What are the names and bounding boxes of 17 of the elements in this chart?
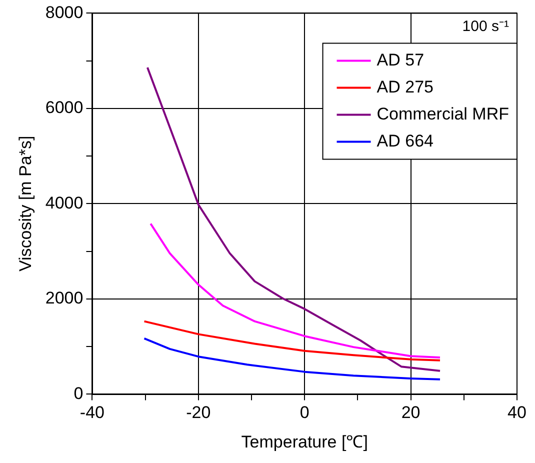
legend-label: AD 664 xyxy=(376,131,434,150)
x-tick-label: 20 xyxy=(401,403,420,422)
y-tick-label: 0 xyxy=(74,384,84,403)
annotation: 100 s⁻¹ xyxy=(462,18,509,35)
y-axis-title: Viscosity [m Pa*s] xyxy=(16,136,35,272)
x-tick-label: -20 xyxy=(186,403,211,422)
y-tick-label: 4000 xyxy=(45,193,84,212)
x-tick-label: 0 xyxy=(300,403,310,422)
legend-label: AD 57 xyxy=(376,50,424,70)
y-tick-label: 6000 xyxy=(45,98,84,118)
y-tick-label: 8000 xyxy=(45,2,84,22)
legend-label: AD 275 xyxy=(376,77,434,96)
x-tick-label: 40 xyxy=(508,403,526,422)
y-tick-label: 2000 xyxy=(45,288,84,308)
legend-label: Commercial MRF xyxy=(376,104,510,124)
x-axis-title: Temperature [℃] xyxy=(241,432,368,452)
x-tick-label: -40 xyxy=(80,403,105,422)
